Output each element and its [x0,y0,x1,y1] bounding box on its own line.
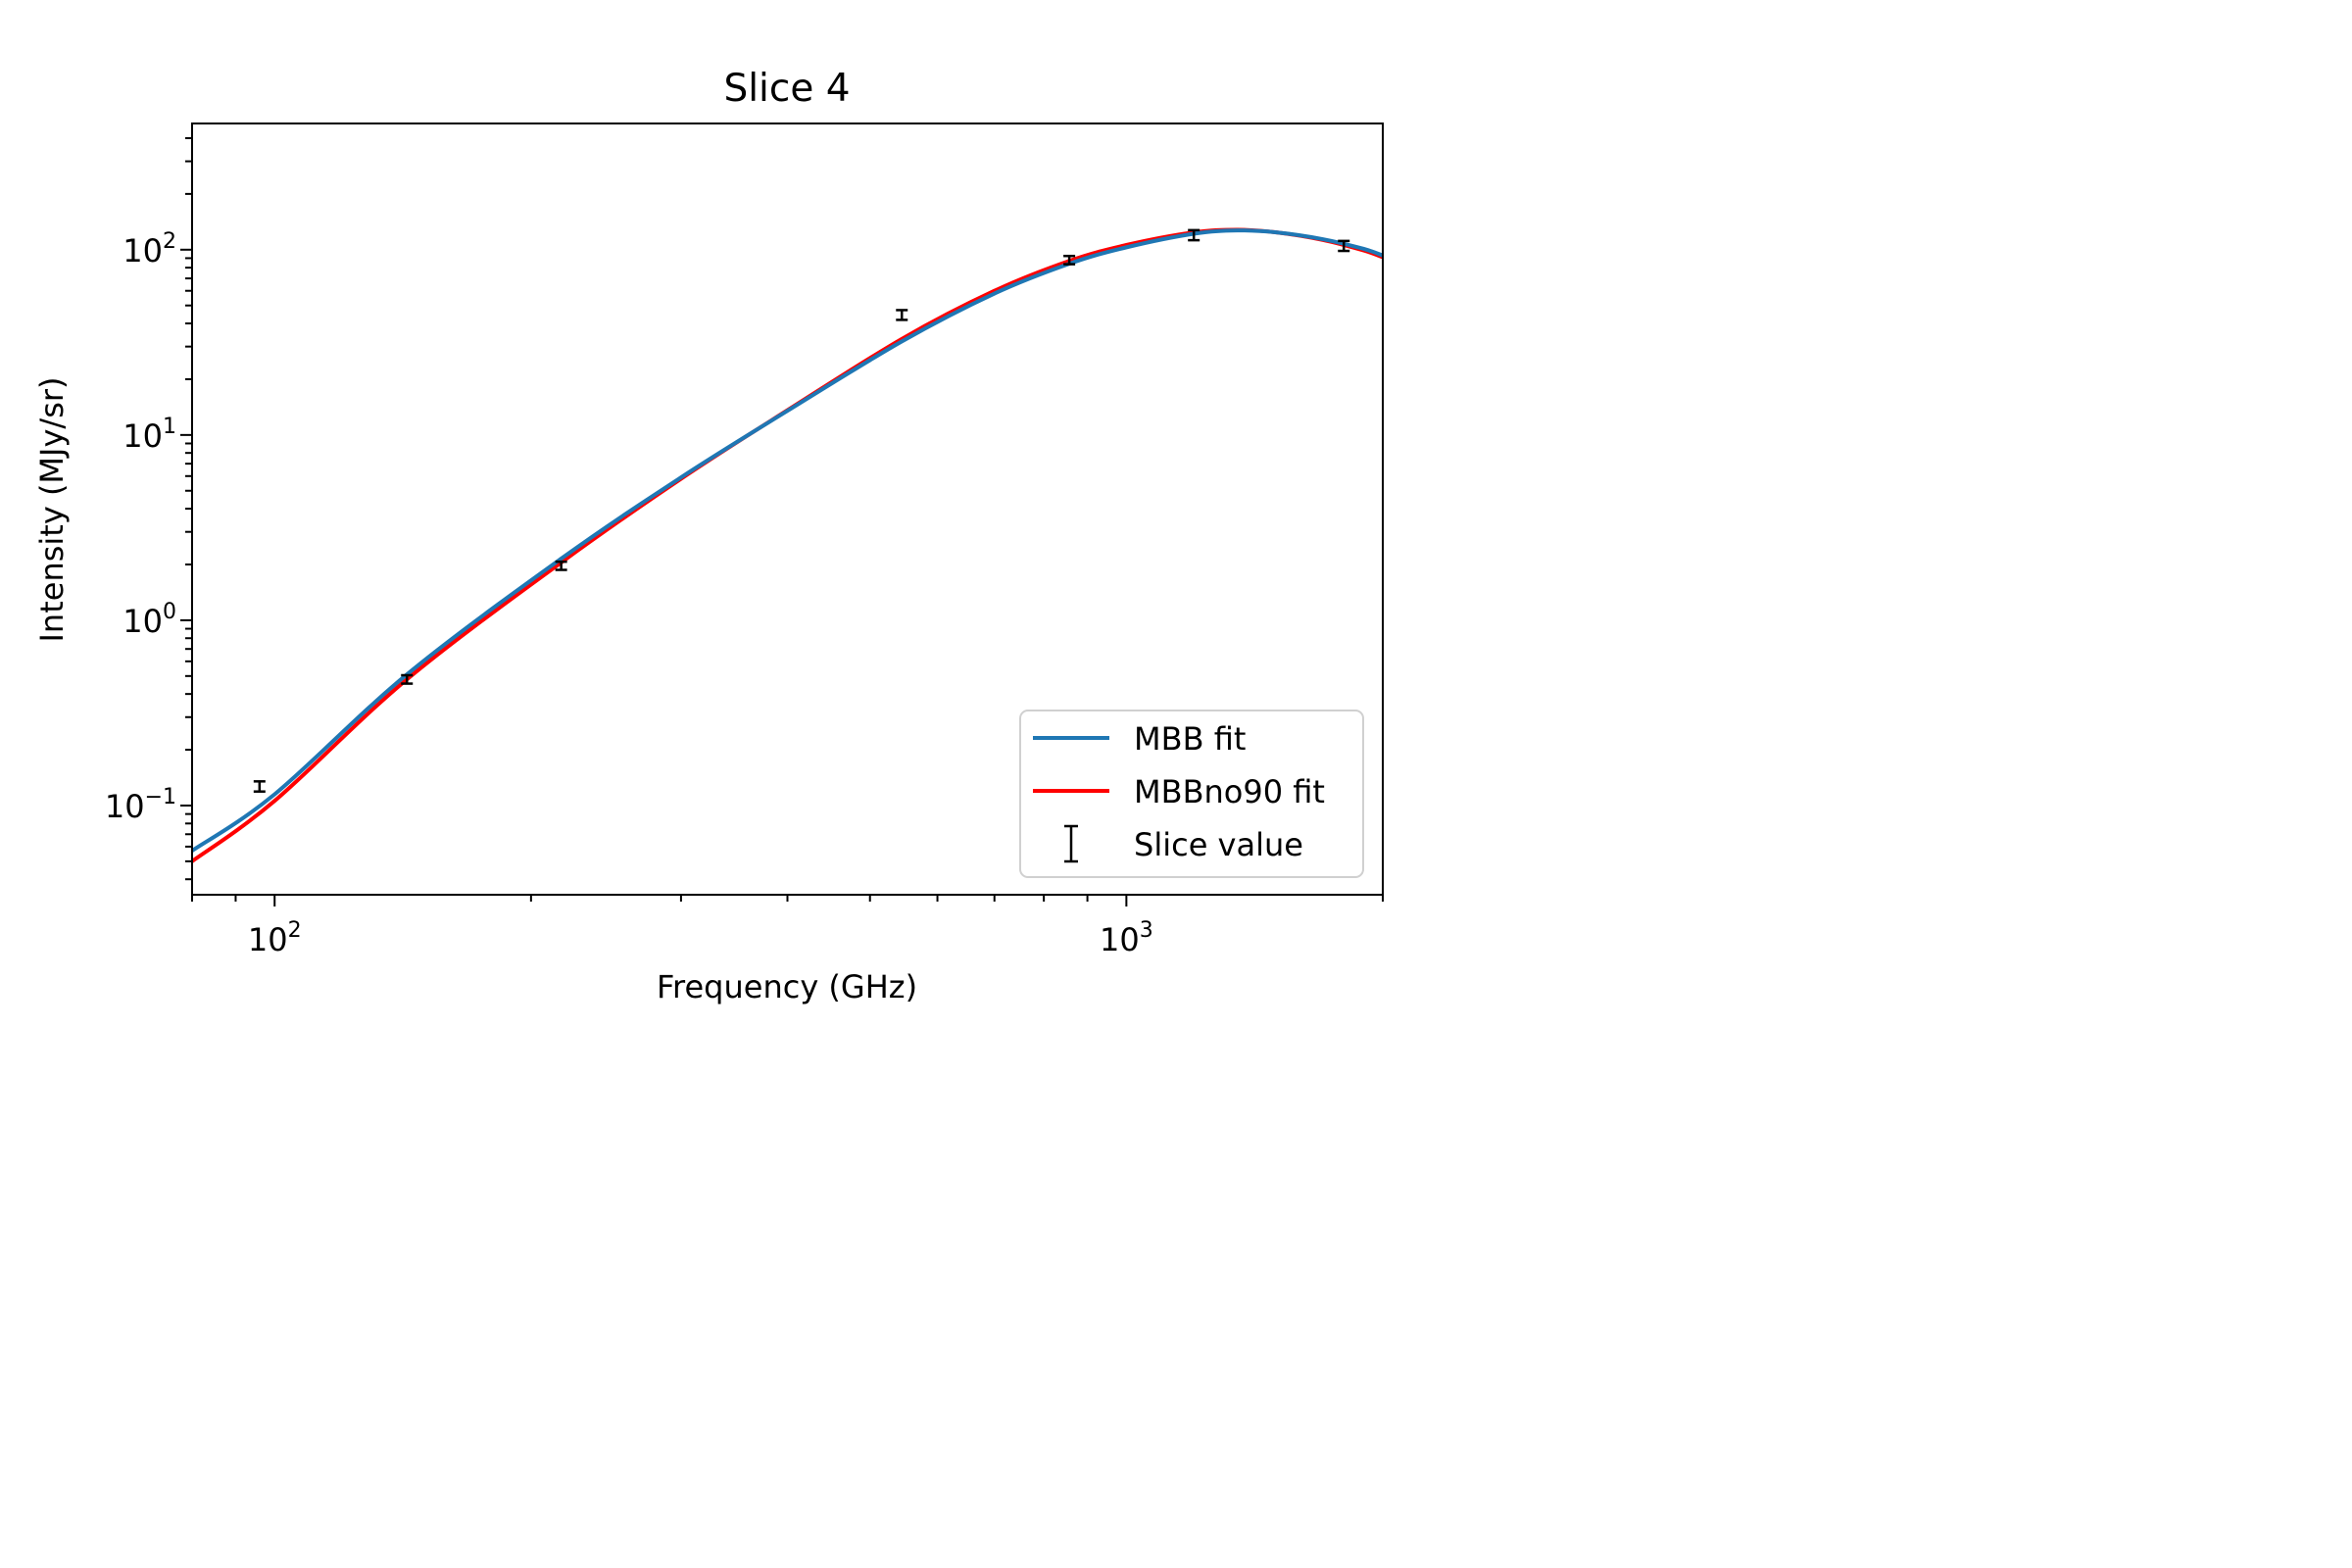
errorbar-point [1188,228,1200,242]
errorbars-layer [253,228,1350,793]
y-tick-label: 101 [122,415,176,455]
errorbar-point [1338,239,1350,253]
legend: MBB fit MBBno90 fit Slice value [1019,710,1364,878]
legend-label-mbb: MBB fit [1134,720,1246,758]
curves-layer [192,227,1383,863]
ticks-layer: 102 103 10−1 100 101 102 [105,136,1384,958]
x-axis-label: Frequency (GHz) [657,968,917,1005]
y-tick-label: 102 [122,229,176,270]
y-tick-label: 10−1 [105,785,176,825]
errorbar-point [555,560,567,571]
legend-swatch-slice [1064,824,1078,863]
errorbar-point [1063,254,1076,266]
series-line-mbb-fit [192,228,1383,853]
chart: Slice 4 Frequency (GHz) Intensity (MJy/s… [33,67,1384,1005]
errorbar-point [253,780,266,793]
x-tick-label: 102 [248,918,302,958]
y-axis-label: Intensity (MJy/sr) [33,376,71,642]
y-tick-label: 100 [122,600,176,640]
legend-label-mbbno90: MBBno90 fit [1134,773,1325,810]
errorbar-point [401,673,414,685]
legend-label-slice: Slice value [1134,826,1303,863]
chart-title: Slice 4 [723,67,850,111]
plot-frame [191,122,1384,896]
legend-box [1019,710,1364,878]
x-tick-label: 103 [1100,918,1153,958]
errorbar-point [896,309,908,321]
